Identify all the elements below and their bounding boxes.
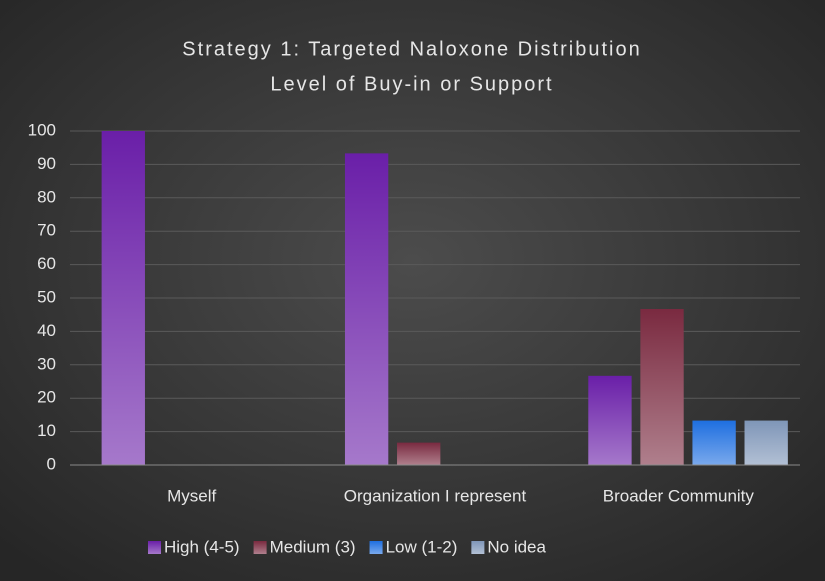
x-tick-label: Myself xyxy=(167,486,216,505)
y-tick-label: 20 xyxy=(37,388,56,407)
chart-title: Strategy 1: Targeted Naloxone Distributi… xyxy=(182,38,641,60)
legend-label: No idea xyxy=(487,537,546,556)
bar-shine xyxy=(101,131,145,465)
y-tick-label: 10 xyxy=(37,421,56,440)
legend-swatch-shine xyxy=(253,541,267,554)
bar-shine xyxy=(692,420,736,465)
legend-swatch-shine xyxy=(148,541,161,554)
y-tick-label: 80 xyxy=(37,187,56,206)
y-tick-label: 70 xyxy=(37,221,56,240)
bar-shine xyxy=(397,442,441,465)
y-tick-label: 100 xyxy=(28,120,56,139)
legend-label: Medium (3) xyxy=(270,537,356,556)
y-tick-label: 30 xyxy=(37,354,56,373)
y-tick-label: 40 xyxy=(37,321,56,340)
legend-swatch-shine xyxy=(369,541,383,554)
legend-label: High (4-5) xyxy=(164,537,240,556)
x-tick-label: Organization I represent xyxy=(344,486,527,505)
chart-subtitle: Level of Buy-in or Support xyxy=(270,73,553,95)
bar-shine xyxy=(744,420,788,465)
bar-shine xyxy=(588,375,632,465)
legend-swatch-shine xyxy=(471,541,485,554)
bar-shine xyxy=(344,153,389,466)
y-tick-label: 50 xyxy=(37,287,56,306)
y-tick-label: 90 xyxy=(37,154,56,173)
x-tick-label: Broader Community xyxy=(603,486,755,505)
y-tick-label: 0 xyxy=(47,454,56,473)
bar-shine xyxy=(640,309,684,465)
legend-label: Low (1-2) xyxy=(386,537,458,556)
y-tick-label: 60 xyxy=(37,254,56,273)
